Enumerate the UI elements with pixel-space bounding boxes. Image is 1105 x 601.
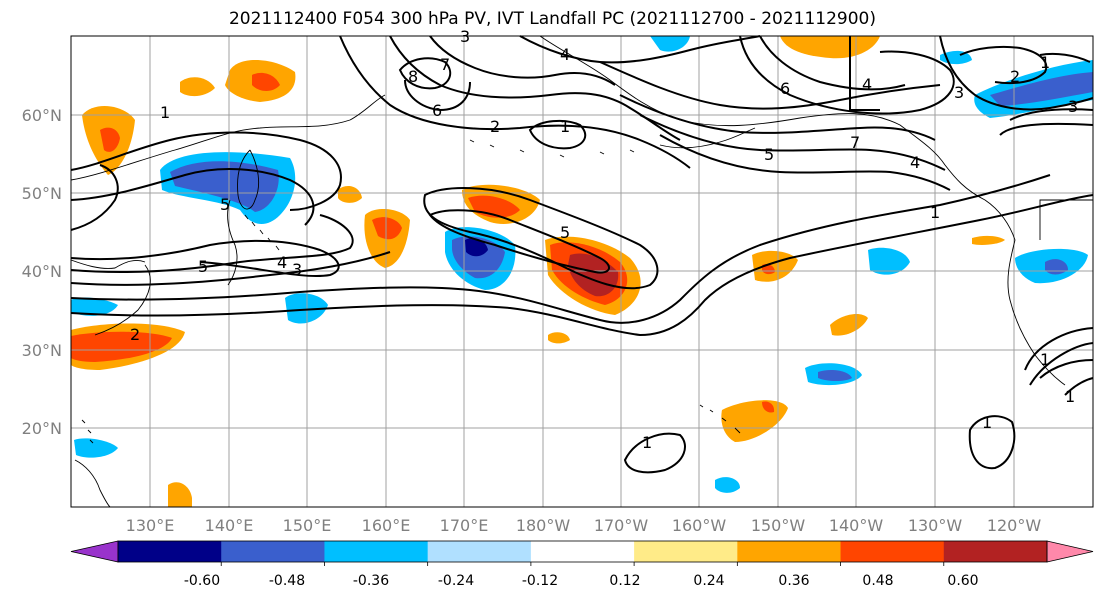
contour-label: 1 xyxy=(1040,53,1050,72)
contour-label: 1 xyxy=(930,203,940,222)
contour-label: 7 xyxy=(440,55,450,74)
lon-label: 150°E xyxy=(283,516,332,535)
colorbar-tick-label: -0.12 xyxy=(522,573,558,589)
lon-label: 130°E xyxy=(126,516,175,535)
colorbar-segment xyxy=(118,541,222,562)
lat-label: 20°N xyxy=(22,419,62,438)
contour-label: 2 xyxy=(490,117,500,136)
colorbar-segment xyxy=(221,541,325,562)
contour-label: 5 xyxy=(560,223,570,242)
contour-label: 6 xyxy=(432,101,442,120)
colorbar-tick-label: -0.60 xyxy=(184,573,220,589)
lon-label: 180°W xyxy=(516,516,571,535)
contour-label: 1 xyxy=(982,413,992,432)
colorbar-tick-label: -0.24 xyxy=(438,573,474,589)
plot-title: 2021112400 F054 300 hPa PV, IVT Landfall… xyxy=(228,9,876,29)
colorbar-segment xyxy=(943,541,1048,562)
colorbar-extend-high xyxy=(1046,540,1094,563)
contour-label: 8 xyxy=(408,67,418,86)
contour-label: 7 xyxy=(850,133,860,152)
colorbar-tick-label: 0.12 xyxy=(609,573,640,589)
colorbar-tick-label: 0.60 xyxy=(947,573,978,589)
pv-shading xyxy=(71,36,1093,507)
colorbar xyxy=(70,540,1094,566)
lon-label: 170°W xyxy=(594,516,649,535)
map-gridlines xyxy=(71,36,1093,507)
contour-label: 5 xyxy=(198,257,208,276)
lat-label: 60°N xyxy=(22,106,62,125)
colorbar-tick-label: 0.24 xyxy=(693,573,724,589)
contour-label: 3 xyxy=(1068,97,1078,116)
contour-labels: 1 2 3 4 5 6 7 8 1 2 3 4 5 6 7 1 3 4 5 1 … xyxy=(130,27,1078,452)
colorbar-segment xyxy=(427,541,532,562)
contour-label: 4 xyxy=(560,45,570,64)
contour-label: 3 xyxy=(954,83,964,102)
colorbar-segment xyxy=(634,541,738,562)
lat-axis-labels: 60°N 50°N 40°N 30°N 20°N xyxy=(22,106,62,438)
contour-label: 1 xyxy=(560,117,570,136)
contour-lines xyxy=(70,35,1094,474)
lon-axis-labels: 130°E 140°E 150°E 160°E 170°E 180°W 170°… xyxy=(126,516,1042,535)
colorbar-extend-low xyxy=(70,540,119,563)
lon-label: 140°E xyxy=(205,516,254,535)
contour-label: 4 xyxy=(910,153,920,172)
lat-label: 50°N xyxy=(22,184,62,203)
lon-label: 160°E xyxy=(362,516,411,535)
colorbar-tick-label: -0.36 xyxy=(353,573,389,589)
contour-label: 2 xyxy=(1010,67,1020,86)
lon-label: 150°W xyxy=(751,516,806,535)
contour-label: 1 xyxy=(160,103,170,122)
lat-label: 40°N xyxy=(22,262,62,281)
contour-label: 3 xyxy=(292,260,302,279)
contour-label: 5 xyxy=(764,145,774,164)
lon-label: 160°W xyxy=(672,516,727,535)
colorbar-segment xyxy=(840,541,945,562)
colorbar-tick-label: 0.48 xyxy=(862,573,893,589)
colorbar-segment xyxy=(324,541,429,562)
coastlines xyxy=(70,35,1093,508)
colorbar-segment xyxy=(530,541,635,562)
contour-label: 5 xyxy=(220,195,230,214)
colorbar-outline xyxy=(117,540,1048,563)
contour-label: 4 xyxy=(862,75,872,94)
contour-label: 4 xyxy=(277,253,287,272)
lon-label: 140°W xyxy=(829,516,884,535)
lon-label: 120°W xyxy=(987,516,1042,535)
contour-label: 1 xyxy=(1040,350,1050,369)
contour-label: 1 xyxy=(1065,387,1075,406)
lat-label: 30°N xyxy=(22,341,62,360)
colorbar-tick-label: 0.36 xyxy=(778,573,809,589)
contour-label: 6 xyxy=(780,79,790,98)
lon-label: 130°W xyxy=(908,516,963,535)
colorbar-tick-labels: -0.60 -0.48 -0.36 -0.24 -0.12 0.12 0.24 … xyxy=(184,573,979,589)
lon-label: 170°E xyxy=(440,516,489,535)
contour-label: 2 xyxy=(130,325,140,344)
colorbar-tick-label: -0.48 xyxy=(269,573,305,589)
colorbar-segment xyxy=(737,541,842,562)
contour-label: 1 xyxy=(642,433,652,452)
map-frame xyxy=(70,35,1094,508)
